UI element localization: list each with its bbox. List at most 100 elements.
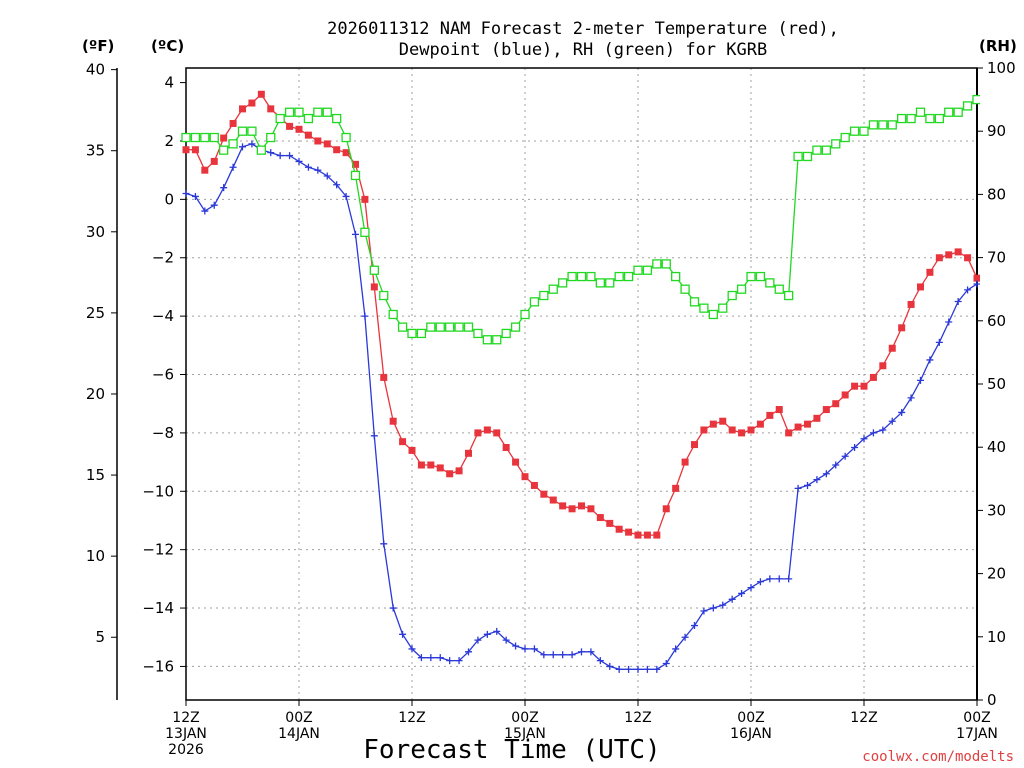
- dewpoint-point: [465, 648, 472, 656]
- rh-point: [755, 271, 766, 282]
- celsius-tick-label: 4: [164, 74, 174, 92]
- rh-point: [332, 113, 342, 124]
- dewpoint-point: [964, 286, 972, 294]
- rh-point: [407, 328, 417, 339]
- temperature-point: [408, 446, 416, 454]
- dewpoint-point: [634, 665, 642, 673]
- temperature-point: [427, 461, 435, 469]
- rh-point: [275, 113, 285, 124]
- temperature-point: [841, 391, 849, 399]
- celsius-tick-label: −16: [142, 657, 174, 675]
- time-tick-label: 2026: [168, 742, 204, 758]
- temperature-point: [615, 525, 623, 533]
- rh-point: [379, 290, 389, 301]
- dewpoint-point: [446, 657, 454, 665]
- rh-point: [313, 107, 323, 117]
- temperature-point: [625, 528, 633, 536]
- dewpoint-point: [587, 648, 595, 656]
- fahrenheit-axis-ticks: 40 35 30 25 20 15 10 5: [86, 61, 117, 646]
- dewpoint-point: [323, 172, 331, 180]
- temperature-point: [898, 324, 906, 332]
- dewpoint-point: [399, 630, 407, 638]
- dewpoint-point: [182, 190, 190, 198]
- dewpoint-point: [248, 140, 256, 148]
- dewpoint-point: [643, 665, 651, 673]
- rh-point: [360, 227, 370, 237]
- temperature-point: [662, 505, 670, 513]
- dewpoint-point: [568, 651, 576, 659]
- temperature-point: [191, 146, 199, 154]
- dewpoint-point: [239, 143, 246, 151]
- temperature-point: [389, 417, 397, 425]
- celsius-tick-label: 2: [164, 132, 174, 150]
- temperature-point: [521, 473, 529, 481]
- rh-tick-label: 0: [987, 691, 997, 709]
- fahrenheit-tick-label: 10: [86, 547, 105, 565]
- rh-point: [350, 170, 361, 181]
- time-tick-label: 15JAN: [504, 726, 546, 742]
- dewpoint-point: [851, 443, 859, 451]
- rh-point: [633, 265, 643, 275]
- rh-point: [784, 290, 794, 301]
- rh-tick-label: 10: [987, 628, 1006, 646]
- dewpoint-point: [352, 230, 359, 238]
- dewpoint-point: [436, 654, 444, 662]
- dewpoint-point: [804, 481, 811, 489]
- temperature-point: [860, 382, 868, 390]
- rh-tick-label: 20: [987, 565, 1006, 583]
- dewpoint-point: [973, 280, 980, 288]
- dewpoint-point: [333, 181, 341, 189]
- rh-point: [181, 132, 191, 143]
- temperature-point: [596, 514, 604, 522]
- dewpoint-point: [201, 207, 209, 215]
- rh-point: [821, 145, 831, 155]
- dewpoint-point: [672, 645, 680, 653]
- rh-point: [671, 271, 681, 282]
- time-tick-label: 00Z: [511, 710, 538, 726]
- temperature-point: [568, 505, 576, 513]
- time-tick-label: 12Z: [172, 710, 199, 726]
- dewpoint-point: [653, 665, 661, 673]
- dewpoint-point: [747, 584, 755, 592]
- temperature-point: [634, 531, 642, 539]
- rh-point: [369, 265, 379, 275]
- temperature-point: [559, 502, 567, 510]
- temperature-point: [295, 125, 303, 133]
- dewpoint-point: [926, 356, 934, 364]
- rh-unit-label: (RH): [979, 37, 1017, 55]
- temperature-point: [935, 254, 943, 262]
- dewpoint-point: [907, 394, 915, 402]
- data-series: [0, 90, 980, 673]
- rh-point: [548, 284, 558, 294]
- rh-point: [934, 113, 944, 124]
- temperature-point: [549, 496, 557, 504]
- rh-point: [0, 108, 8, 116]
- dewpoint-point: [917, 376, 924, 384]
- temperature-point: [465, 449, 472, 457]
- rh-point: [294, 107, 304, 117]
- temperature-point: [851, 382, 859, 390]
- axes: [116, 67, 978, 701]
- time-tick-label: 14JAN: [278, 726, 320, 742]
- temperature-point: [747, 426, 755, 434]
- temperature-point: [587, 505, 595, 513]
- dewpoint-point: [361, 312, 369, 320]
- rh-point: [510, 322, 521, 332]
- dewpoint-point: [596, 657, 604, 665]
- rh-point: [614, 271, 624, 282]
- rh-series: [0, 94, 980, 345]
- dewpoint-point: [945, 318, 953, 326]
- temperature-point: [775, 406, 783, 414]
- dewpoint-point: [888, 417, 896, 425]
- temperature-point: [493, 429, 501, 437]
- temperature-point: [436, 464, 444, 472]
- fahrenheit-tick-label: 30: [86, 223, 105, 241]
- rh-point: [680, 284, 690, 294]
- rh-point: [689, 297, 700, 307]
- temperature-point: [813, 414, 821, 422]
- temperature-point: [314, 137, 322, 145]
- fahrenheit-tick-label: 40: [86, 61, 105, 79]
- dewpoint-point: [756, 578, 764, 586]
- dewpoint-point: [700, 607, 708, 615]
